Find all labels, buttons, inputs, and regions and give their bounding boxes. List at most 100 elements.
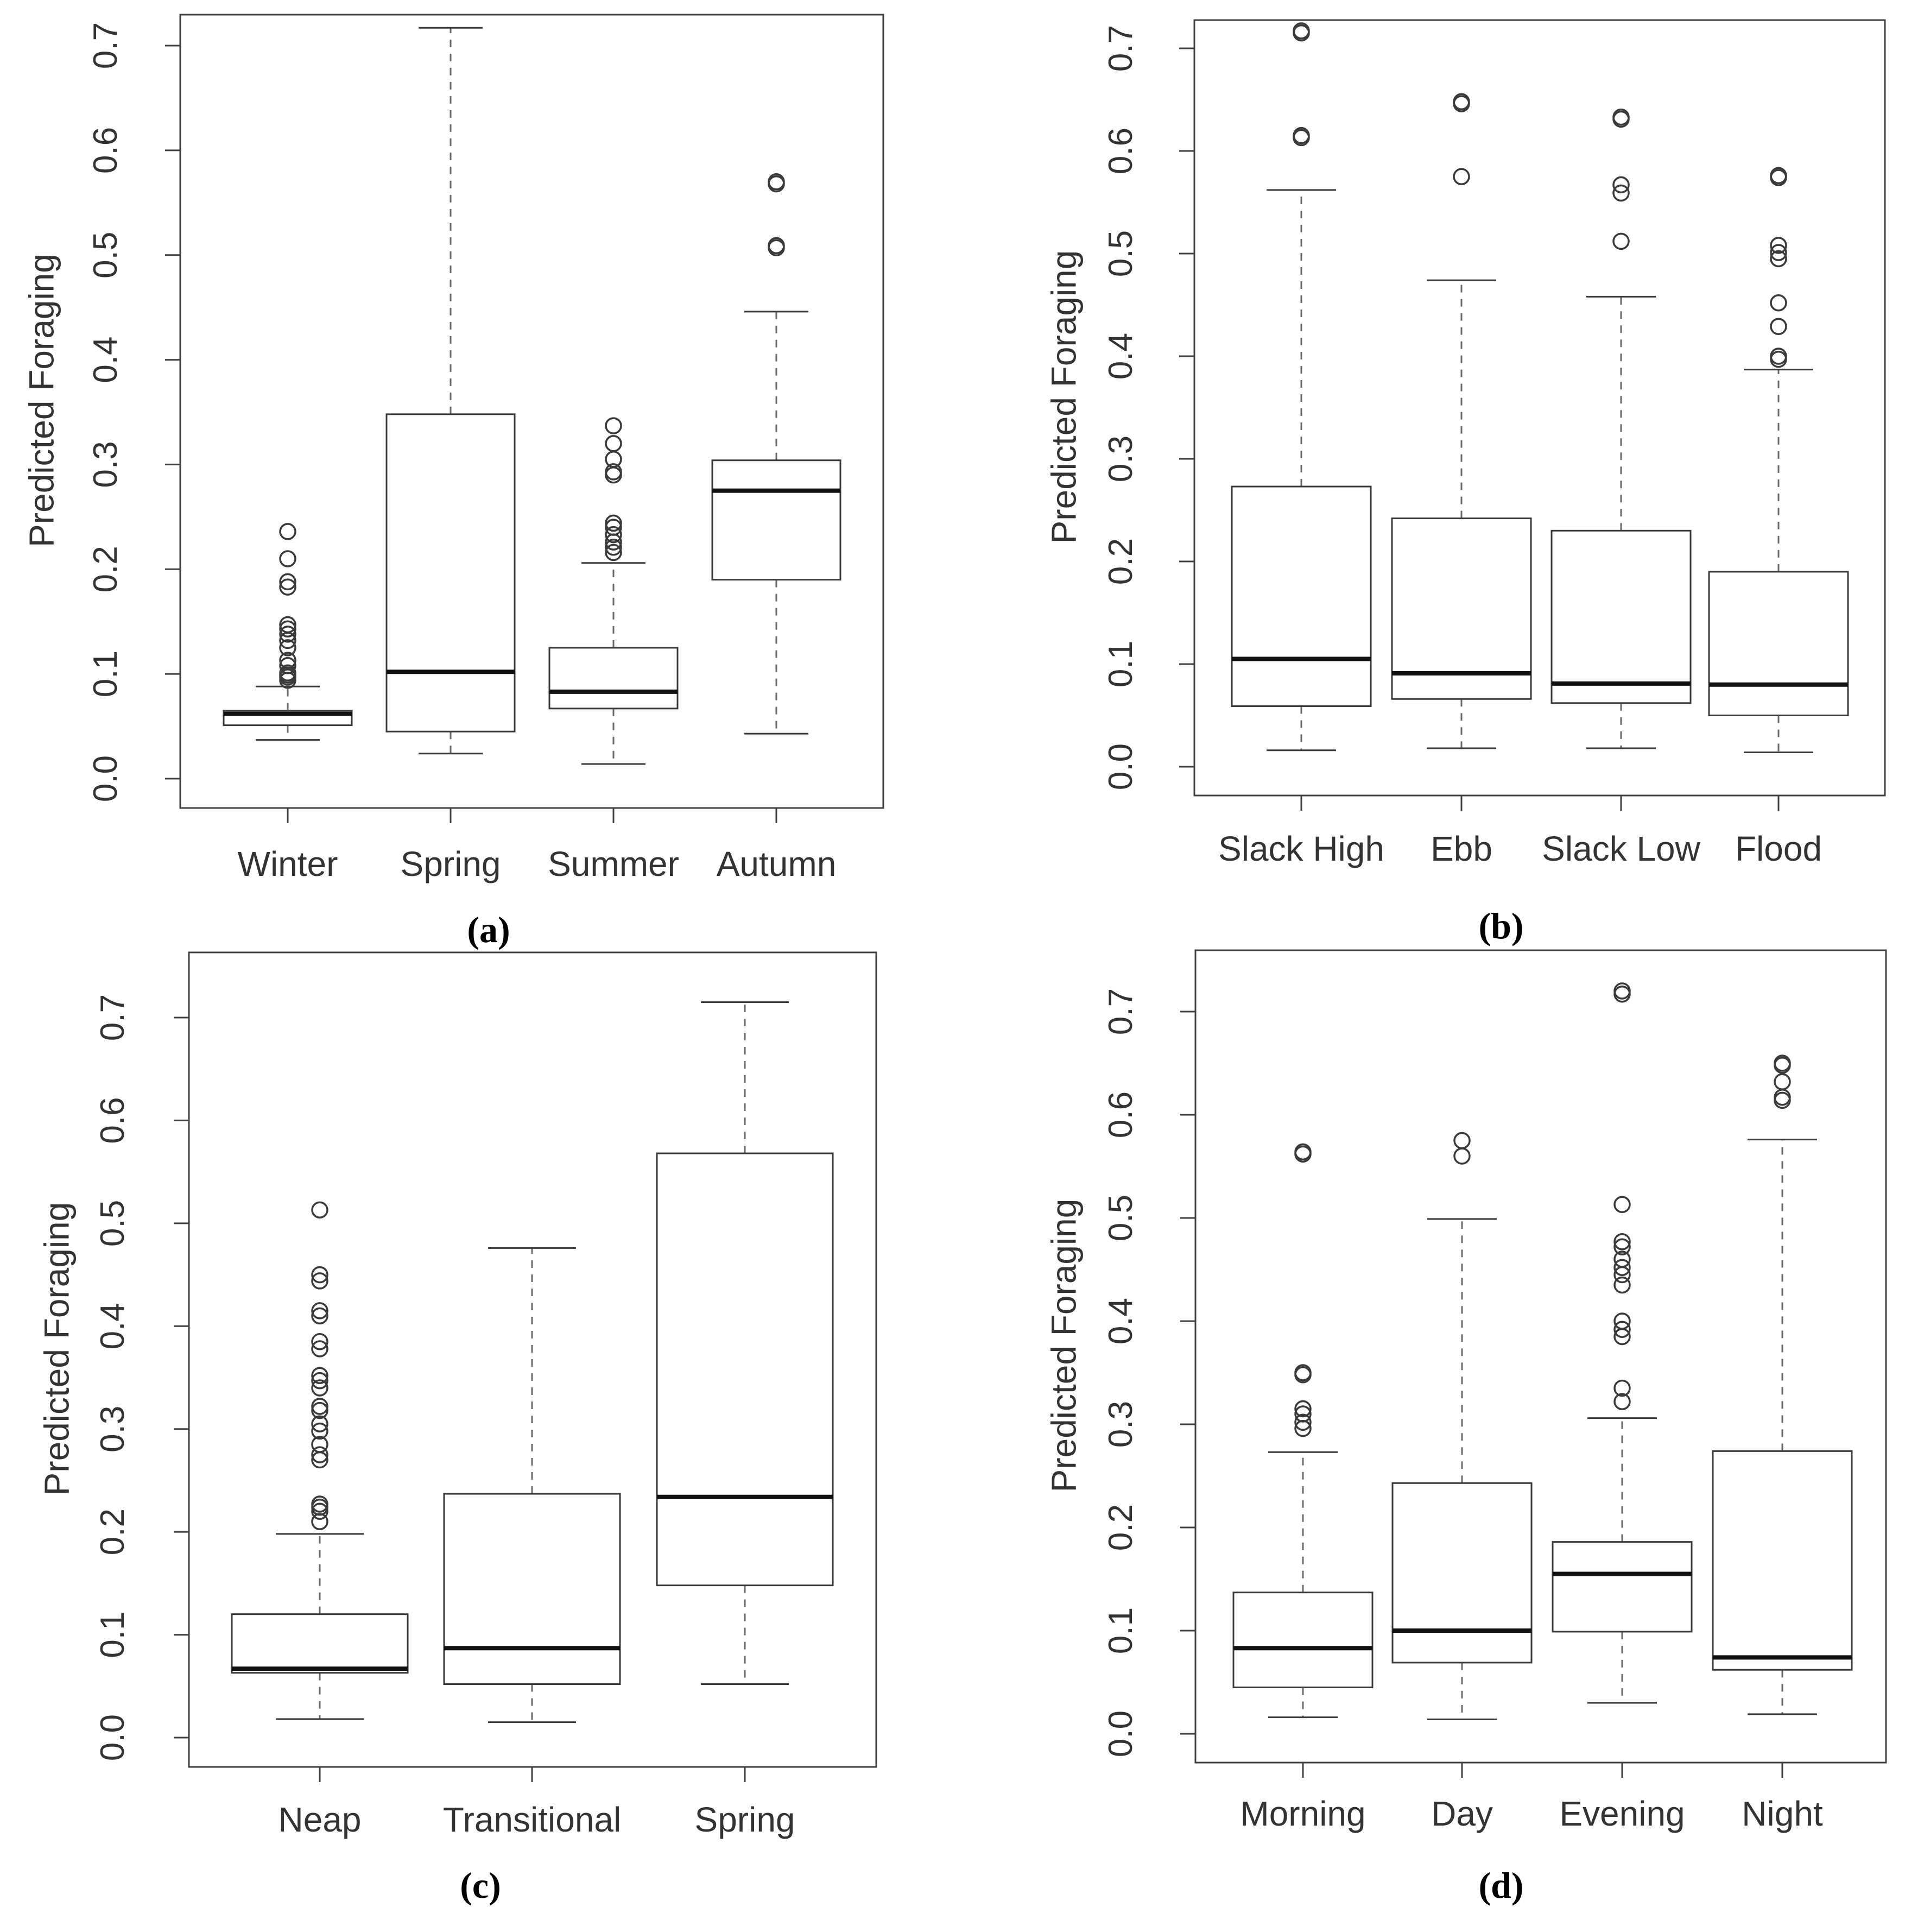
outlier-point	[311, 1415, 328, 1432]
x-tick-label: Winter	[238, 844, 338, 883]
outlier-point	[1294, 1405, 1312, 1423]
y-tick-label: 0.3	[1102, 1401, 1140, 1448]
outlier-point	[1612, 176, 1630, 194]
outlier-point	[279, 620, 296, 637]
outlier-point	[311, 1379, 328, 1397]
iqr-box	[1552, 1541, 1693, 1633]
outlier-point	[1293, 22, 1310, 40]
y-axis-title: Predicted Foraging	[1044, 250, 1083, 544]
iqr-box	[1550, 529, 1692, 704]
outlier-point	[311, 1266, 328, 1284]
box-evening: Evening	[1552, 982, 1693, 1833]
panel-label: (a)	[467, 909, 510, 950]
y-tick-label: 0.2	[1102, 1504, 1140, 1551]
y-tick-label: 0.1	[1102, 641, 1140, 687]
outlier-point	[311, 1446, 328, 1463]
outlier-point	[279, 550, 296, 567]
x-tick-label: Ebb	[1431, 829, 1492, 868]
outlier-point	[1770, 167, 1787, 185]
plot-frame	[1194, 949, 1887, 1764]
y-tick-label: 0.2	[87, 546, 124, 592]
plot-frame	[1193, 19, 1886, 797]
x-tick-label: Day	[1431, 1794, 1493, 1833]
outlier-point	[1294, 1364, 1312, 1381]
outlier-point	[311, 1201, 328, 1218]
outlier-point	[605, 526, 622, 544]
y-tick-label: 0.5	[1102, 230, 1140, 277]
outlier-point	[605, 417, 622, 434]
outlier-point	[311, 1302, 328, 1319]
y-tick-label: 0.3	[1102, 435, 1140, 482]
outlier-point	[279, 523, 296, 540]
outlier-point	[1613, 1238, 1631, 1255]
y-tick-label: 0.6	[87, 127, 124, 174]
x-tick-label: Autumn	[717, 844, 837, 883]
y-axis: 0.0 0.1 0.2 0.3 0.4 0.5 0.6 0.7	[87, 22, 180, 802]
box-ebb: Ebb	[1391, 93, 1532, 868]
x-tick-label: Spring	[401, 844, 501, 883]
outlier-point	[311, 1398, 328, 1415]
box-autumn: Autumn	[711, 173, 841, 883]
outlier-point	[279, 578, 296, 596]
iqr-box	[1391, 1482, 1533, 1664]
box-slack-low: Slack Low	[1542, 108, 1701, 868]
outlier-point	[279, 639, 296, 656]
y-tick-label: 0.4	[1102, 1298, 1140, 1344]
outlier-point	[768, 173, 785, 191]
outlier-point	[1453, 93, 1470, 111]
outlier-point	[311, 1502, 328, 1520]
outlier-point	[1613, 1321, 1631, 1338]
y-axis-title: Predicted Foraging	[22, 254, 61, 547]
box-night: Night	[1712, 1055, 1853, 1833]
outlier-point	[1613, 1379, 1631, 1397]
outlier-point	[605, 544, 622, 561]
outlier-point	[311, 1422, 328, 1440]
x-tick-label: Summer	[548, 844, 679, 883]
y-tick-label: 0.0	[1102, 743, 1140, 790]
iqr-box	[711, 459, 841, 581]
outlier-point	[1294, 1143, 1312, 1161]
outlier-point	[1613, 1312, 1631, 1330]
box-day: Day	[1391, 1132, 1533, 1833]
iqr-box	[1391, 517, 1532, 700]
outlier-point	[311, 1367, 328, 1384]
x-tick-label: Spring	[695, 1800, 795, 1839]
y-tick-label: 0.4	[1102, 333, 1140, 380]
outlier-point	[605, 514, 622, 532]
y-tick-label: 0.0	[87, 755, 124, 802]
y-tick-label: 0.2	[1102, 538, 1140, 585]
outlier-point	[1770, 318, 1787, 335]
outlier-point	[1613, 1251, 1631, 1268]
outlier-point	[311, 1333, 328, 1350]
outlier-point	[605, 539, 622, 556]
box-flood: Flood	[1708, 167, 1849, 868]
y-axis: 0.0 0.1 0.2 0.3 0.4 0.5 0.6 0.7	[94, 994, 189, 1761]
outlier-point	[1453, 168, 1470, 185]
iqr-box	[1712, 1450, 1853, 1671]
y-tick-label: 0.7	[87, 22, 124, 69]
outlier-point	[1453, 1132, 1471, 1150]
x-tick-label: Slack Low	[1542, 829, 1700, 868]
outlier-point	[1770, 244, 1787, 261]
outlier-point	[1770, 348, 1787, 365]
x-tick-label: Neap	[279, 1800, 362, 1839]
y-tick-label: 0.0	[1102, 1710, 1140, 1757]
box-winter: Winter	[223, 523, 353, 883]
iqr-box	[1231, 485, 1372, 707]
outlier-point	[1613, 1259, 1631, 1276]
y-tick-label: 0.7	[1102, 988, 1140, 1035]
y-axis: 0.0 0.1 0.2 0.3 0.4 0.5 0.6 0.7	[1102, 25, 1194, 790]
outlier-point	[1294, 1400, 1312, 1418]
outlier-point	[311, 1372, 328, 1390]
outlier-point	[1613, 982, 1631, 1000]
outlier-point	[1770, 250, 1787, 268]
y-tick-label: 0.1	[1102, 1607, 1140, 1654]
y-tick-label: 0.6	[1102, 128, 1140, 174]
iqr-box	[548, 647, 679, 710]
y-tick-label: 0.5	[1102, 1195, 1140, 1241]
iqr-box	[231, 1613, 409, 1674]
outlier-point	[1453, 1147, 1471, 1165]
outlier-point	[311, 1272, 328, 1290]
outlier-point	[1612, 108, 1630, 126]
